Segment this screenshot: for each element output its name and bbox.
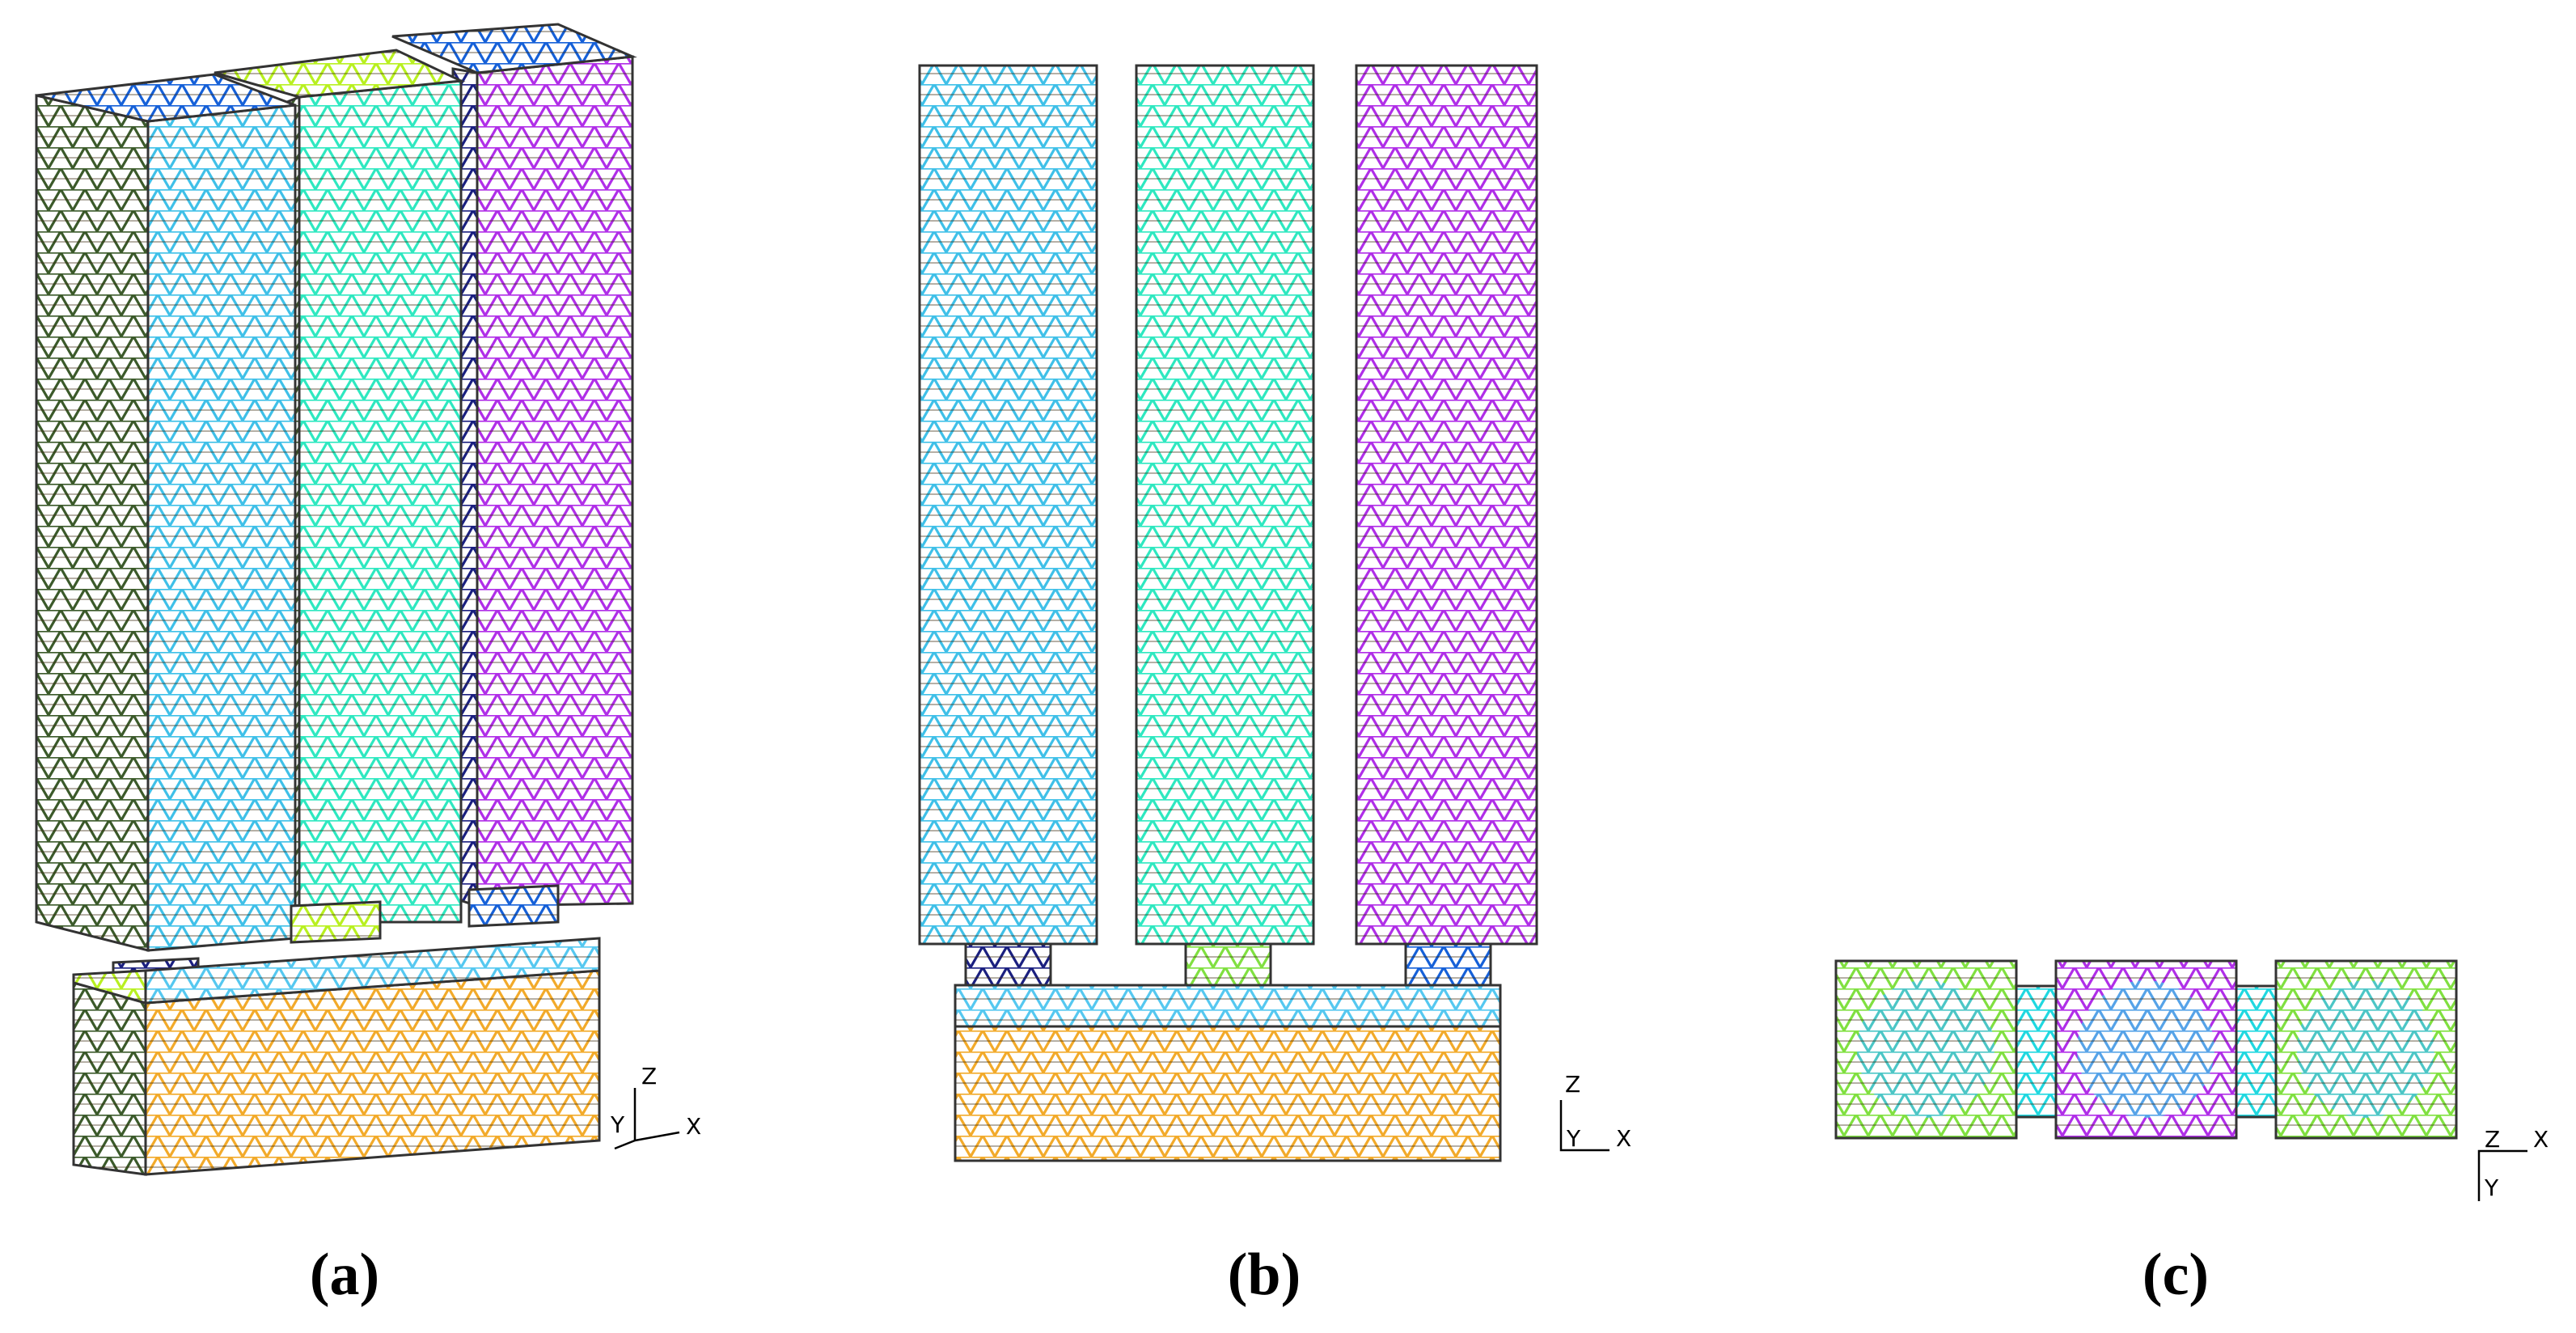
- mesh-face: [964, 942, 1052, 987]
- mesh-face: [467, 884, 560, 928]
- panel-label: (b): [1228, 1242, 1301, 1308]
- mesh-face: [1404, 942, 1492, 987]
- mesh-face: [146, 104, 297, 952]
- mesh-face: [2077, 980, 2214, 1118]
- mesh-face: [1857, 980, 1994, 1118]
- mesh-face: [290, 900, 382, 944]
- axis-triad: Z Y X: [2477, 1126, 2549, 1201]
- panel-label: (a): [310, 1242, 379, 1308]
- mesh-face: [144, 969, 601, 1176]
- axis-label: Y: [2484, 1174, 2499, 1201]
- axis-label: Y: [610, 1111, 625, 1138]
- axis-label: Z: [2485, 1126, 2500, 1153]
- mesh-face: [36, 73, 296, 123]
- mesh-face: [954, 1025, 1502, 1162]
- meshes: [35, 23, 2458, 1176]
- mesh-face: [72, 969, 147, 1005]
- mesh-face: [298, 79, 463, 924]
- axis-label: Z: [641, 1063, 657, 1090]
- mesh-face: [918, 64, 1098, 946]
- mesh-face: [2297, 980, 2434, 1118]
- mesh-face: [214, 49, 466, 99]
- mesh-face: [391, 23, 637, 74]
- axis-label: X: [2533, 1126, 2549, 1153]
- axis-label: X: [1616, 1125, 1631, 1152]
- mesh-face: [476, 55, 634, 908]
- axis-label: Z: [1565, 1071, 1580, 1098]
- mesh-face: [1184, 942, 1272, 987]
- mesh-face: [1355, 64, 1538, 946]
- axis-label: X: [686, 1113, 701, 1140]
- axis-triad: Z Y X: [1559, 1071, 1631, 1152]
- panel-label: (c): [2142, 1242, 2209, 1308]
- mesh-face: [1135, 64, 1315, 946]
- mesh-face: [954, 984, 1502, 1028]
- axis-label: Y: [1566, 1125, 1581, 1152]
- mesh-face: [72, 981, 147, 1176]
- axis-triad: Z Y X: [610, 1063, 701, 1150]
- mesh-face: [35, 94, 150, 952]
